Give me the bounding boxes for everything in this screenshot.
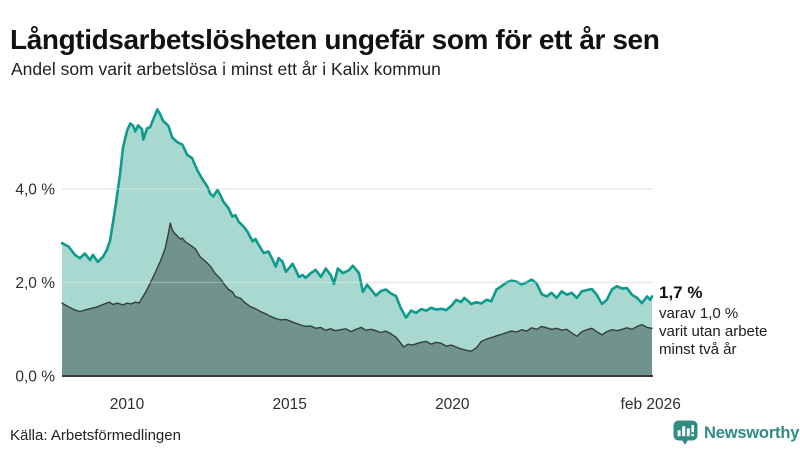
chart-subtitle: Andel som varit arbetslösa i minst ett å… (11, 59, 441, 79)
page-title: Långtidsarbetslösheten ungefär som för e… (10, 23, 660, 55)
newsworthy-wordmark: Newsworthy (704, 423, 800, 442)
bar-tall (682, 426, 686, 437)
source-note: Källa: Arbetsförmedlingen (10, 427, 181, 444)
bar-medium (686, 428, 690, 437)
x-axis-tick-label: 2020 (435, 396, 470, 413)
endpoint-detail-line-2: varit utan arbete (659, 323, 768, 340)
line-series-1 (61, 222, 653, 352)
newsworthy-bar-chart-bubble-icon (673, 420, 698, 445)
newsworthy-logo: Newsworthy (672, 419, 799, 447)
exclamation-dot (691, 433, 694, 437)
line-series-0 (60, 108, 654, 319)
y-axis-tick-label: 2,0 % (15, 275, 55, 292)
x-axis-tick-label: 2010 (110, 396, 145, 413)
bar-short (677, 430, 681, 437)
x-axis-tick-label: 2015 (272, 396, 306, 413)
y-axis-tick-label: 0,0 % (15, 369, 55, 386)
endpoint-value-label: 1,7 % (659, 283, 703, 302)
speech-bubble-shape (673, 420, 698, 445)
exclamation-stem (691, 425, 694, 433)
area-series-1 (62, 223, 652, 376)
y-axis-tick-label: 4,0 % (15, 182, 55, 199)
x-axis-tick-label: feb 2026 (621, 396, 681, 413)
endpoint-annotation: 1,7 % varav 1,0 % varit utan arbete mins… (659, 284, 797, 359)
endpoint-detail-line-3: minst två år (659, 341, 737, 358)
endpoint-detail-line-1: varav 1,0 % (659, 305, 739, 322)
